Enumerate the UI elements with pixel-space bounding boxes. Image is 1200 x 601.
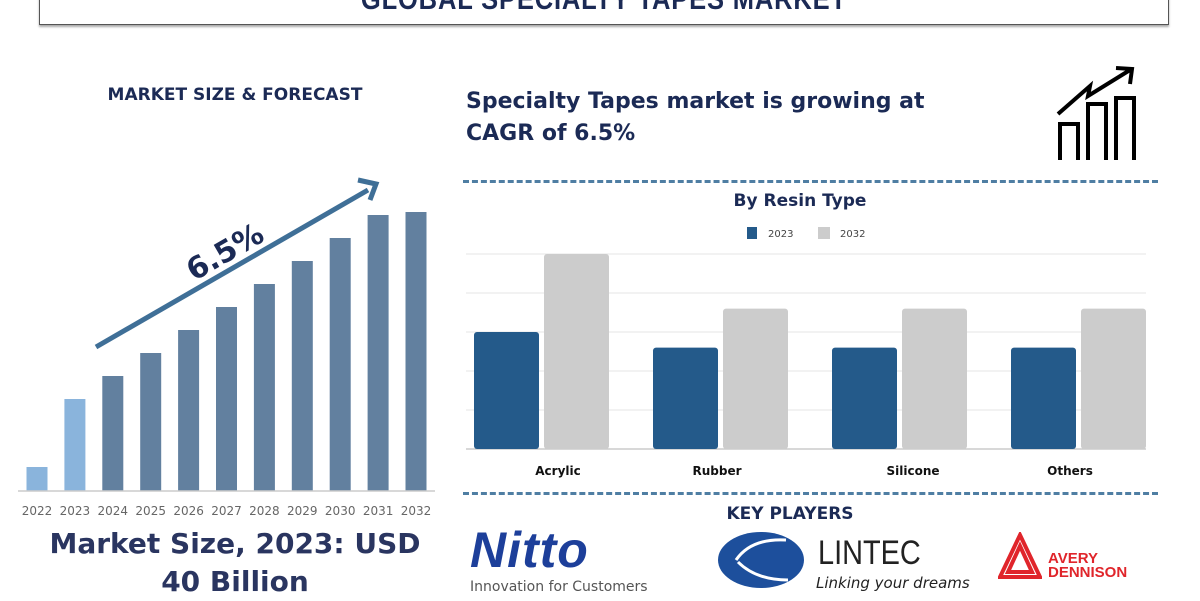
bar-2024 [102, 376, 124, 491]
x-tick-2030: 2030 [325, 504, 356, 518]
market-size-line1: Market Size, 2023: USD [49, 527, 421, 560]
avery-wordmark: AVERY DENNISON [1048, 550, 1128, 581]
bar-2030 [329, 238, 351, 491]
legend-label-2023: 2023 [768, 229, 793, 240]
nitto-tagline: Innovation for Customers [470, 579, 648, 595]
bar-2031 [367, 215, 389, 491]
x-tick-2028: 2028 [249, 504, 280, 518]
x-tick-2025: 2025 [135, 504, 166, 518]
bar-2025 [140, 353, 162, 491]
x-tick-2029: 2029 [287, 504, 318, 518]
lintec-tagline: Linking your dreams [816, 574, 970, 592]
bar-silicone-2032 [902, 308, 967, 449]
avery-line2: DENNISON [1048, 564, 1128, 581]
bar-2032 [405, 212, 427, 491]
growth-arrow [94, 187, 370, 350]
legend-swatch-2032 [818, 227, 830, 239]
x-label-silicone: Silicone [886, 464, 939, 478]
market-size-line2: 40 Billion [161, 565, 309, 598]
x-tick-2022: 2022 [22, 504, 53, 518]
chart-title: By Resin Type [734, 191, 867, 211]
headline-line2: CAGR of 6.5% [466, 121, 636, 146]
bar-rubber-2023 [653, 347, 718, 449]
x-label-others: Others [1047, 464, 1093, 478]
nitto-wordmark: Nitto [470, 522, 589, 578]
legend-label-2032: 2032 [840, 229, 865, 240]
bar-acrylic-2032 [544, 254, 609, 449]
bar-2023 [64, 399, 86, 491]
bar-2022 [26, 467, 48, 491]
bar-silicone-2023 [832, 347, 897, 449]
arrow-head-icon [357, 177, 380, 201]
lintec-wordmark: LINTEC [818, 534, 921, 572]
bar-rubber-2032 [723, 308, 788, 449]
page-title: GLOBAL SPECIALTY TAPES MARKET [361, 0, 847, 20]
legend-swatch-2023 [747, 227, 757, 239]
key-players-heading: KEY PLAYERS [726, 504, 854, 524]
x-tick-2031: 2031 [363, 504, 394, 518]
market-size-heading: MARKET SIZE & FORECAST [107, 85, 363, 105]
bar-2026 [178, 330, 200, 491]
logo-avery-dennison: AVERY DENNISON [998, 532, 1158, 582]
avery-triangle-icon [998, 532, 1042, 579]
x-label-rubber: Rubber [692, 464, 741, 478]
divider-bottom [463, 492, 1158, 495]
cagr-headline: Specialty Tapes market is growing at CAG… [466, 86, 1026, 150]
x-tick-2024: 2024 [98, 504, 129, 518]
bar-others-2023 [1011, 347, 1076, 449]
bar-acrylic-2023 [474, 332, 539, 449]
resin-type-chart: By Resin Type 2023 2032 Acrylic Rubber Sil… [466, 191, 1146, 478]
cagr-annotation: 6.5% [180, 216, 270, 288]
x-tick-2023: 2023 [60, 504, 91, 518]
x-tick-2032: 2032 [401, 504, 432, 518]
x-tick-2027: 2027 [211, 504, 242, 518]
market-size-text: Market Size, 2023: USD 40 Billion [20, 525, 450, 601]
logo-nitto: Nitto Innovation for Customers [470, 525, 670, 595]
bar-2027 [216, 307, 237, 491]
avery-line1: AVERY [1048, 550, 1099, 567]
divider-top [463, 180, 1158, 183]
growth-chart-icon [1056, 66, 1136, 160]
bar-others-2032 [1081, 308, 1146, 449]
title-banner: GLOBAL SPECIALTY TAPES MARKET [39, 0, 1169, 25]
lintec-emblem-icon [718, 532, 804, 588]
x-label-acrylic: Acrylic [535, 464, 580, 478]
headline-line1: Specialty Tapes market is growing at [466, 89, 925, 114]
bar-2029 [291, 261, 313, 491]
x-tick-2026: 2026 [173, 504, 204, 518]
logo-lintec: LINTEC Linking your dreams [716, 530, 976, 595]
market-forecast-chart: 2022 2023 2024 2025 2026 2027 2028 2029 2030 2031… [18, 177, 435, 518]
bar-2028 [253, 284, 275, 491]
